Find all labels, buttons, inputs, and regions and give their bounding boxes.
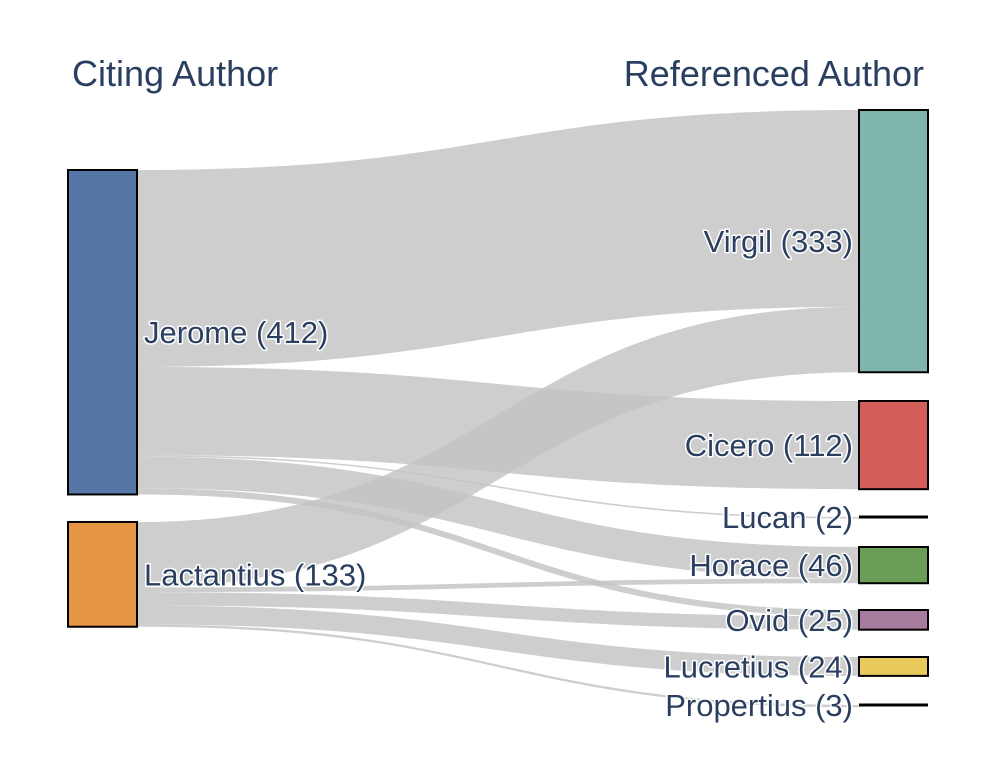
link-layer	[137, 110, 859, 708]
node-label-jerome: Jerome (412)	[144, 315, 328, 350]
node-lactantius[interactable]	[67, 521, 138, 628]
link-jerome-lucan[interactable]	[137, 455, 859, 519]
link-lactantius-ovid[interactable]	[137, 592, 859, 630]
link-jerome-ovid[interactable]	[137, 488, 859, 617]
link-lactantius-horace[interactable]	[137, 578, 859, 593]
node-label-lucan: Lucan (2)	[722, 500, 853, 535]
node-label-propertius: Propertius (3)	[665, 688, 853, 723]
node-label-ovid: Ovid (25)	[726, 603, 853, 638]
node-propertius[interactable]	[859, 703, 928, 707]
node-lucan[interactable]	[859, 515, 928, 519]
node-label-horace: Horace (46)	[689, 548, 853, 583]
link-jerome-virgil[interactable]	[137, 110, 859, 367]
node-layer	[67, 109, 929, 707]
link-lactantius-lucretius[interactable]	[137, 605, 859, 676]
node-horace[interactable]	[858, 546, 929, 585]
right-column-header: Referenced Author	[624, 53, 924, 94]
node-label-cicero: Cicero (112)	[685, 428, 853, 463]
node-virgil[interactable]	[858, 109, 929, 374]
node-label-virgil: Virgil (333)	[704, 224, 853, 259]
link-lactantius-virgil[interactable]	[137, 306, 859, 588]
node-label-lucretius: Lucretius (24)	[663, 649, 853, 684]
link-lactantius-propertius[interactable]	[137, 624, 859, 708]
label-layer: Jerome (412) Lactantius (133) Virgil (333)…	[143, 223, 855, 725]
left-column-header: Citing Author	[72, 53, 278, 94]
link-jerome-horace[interactable]	[137, 456, 859, 579]
node-ovid[interactable]	[858, 609, 929, 631]
node-jerome[interactable]	[67, 169, 138, 496]
node-lucretius[interactable]	[858, 656, 929, 677]
node-label-lactantius: Lactantius (133)	[144, 557, 366, 592]
node-cicero[interactable]	[858, 400, 929, 491]
